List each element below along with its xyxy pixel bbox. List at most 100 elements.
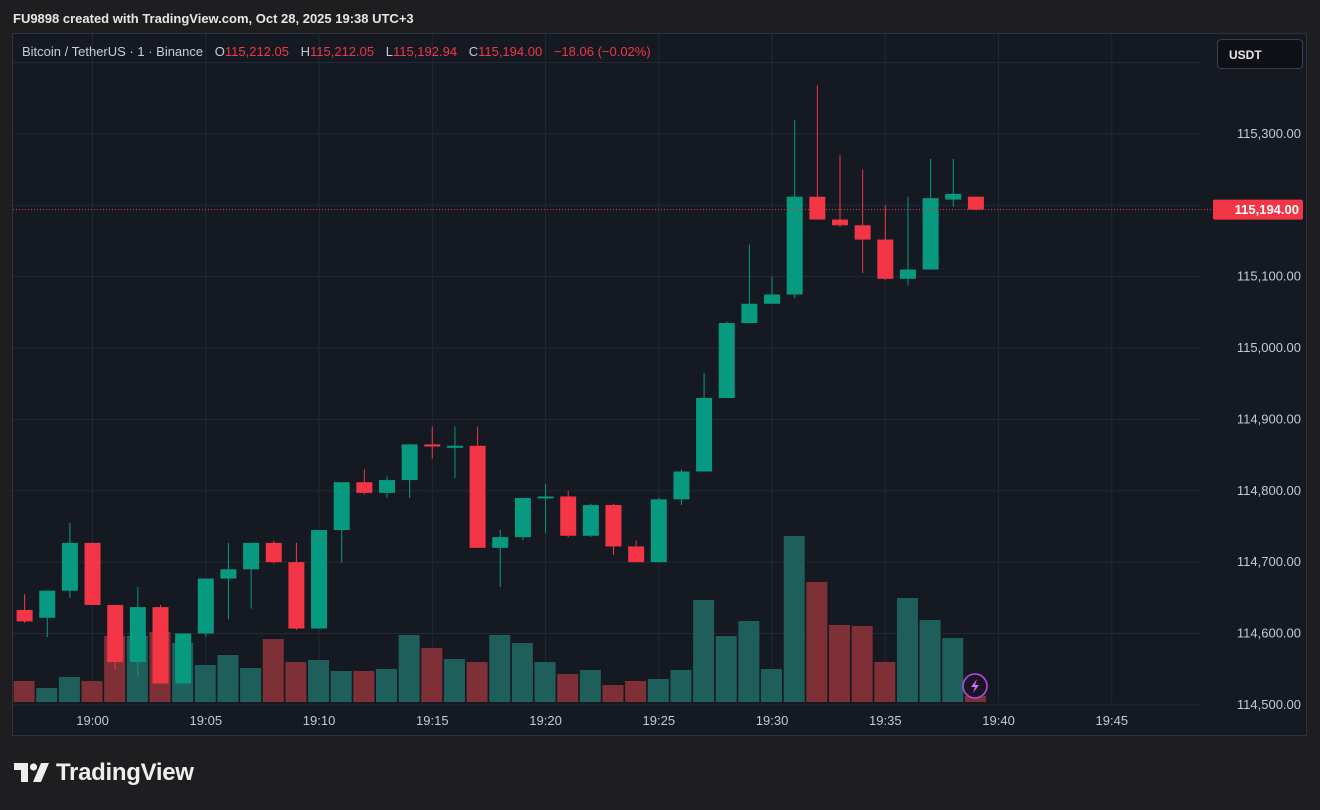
time-tick-label: 19:00 bbox=[76, 713, 109, 728]
volume-bar bbox=[36, 688, 58, 702]
current-price-badge bbox=[1213, 199, 1303, 220]
time-tick-label: 19:30 bbox=[756, 713, 789, 728]
candle-body bbox=[741, 303, 758, 324]
candle-body bbox=[311, 530, 328, 629]
volume-bar bbox=[964, 696, 986, 702]
volume-bar bbox=[693, 600, 715, 702]
volume-bar bbox=[534, 662, 556, 702]
volume-bar bbox=[81, 681, 103, 702]
candle-body bbox=[628, 546, 645, 563]
volume-bar bbox=[670, 670, 692, 702]
candle-body bbox=[16, 609, 33, 622]
price-tick-label: 115,100.00 bbox=[1237, 269, 1301, 284]
volume-bar bbox=[874, 662, 896, 702]
candle-body bbox=[718, 323, 735, 398]
volume-bar bbox=[421, 648, 443, 702]
candle-body bbox=[424, 444, 441, 447]
candle-body bbox=[356, 482, 373, 493]
candle-body bbox=[39, 590, 56, 618]
candle-body bbox=[197, 578, 214, 634]
candle-body bbox=[945, 193, 962, 200]
volume-bar bbox=[738, 621, 760, 702]
chart-area[interactable]: 115,400.00115,300.00115,200.00115,100.00… bbox=[12, 33, 1307, 736]
candle-body bbox=[560, 496, 577, 536]
candle-body bbox=[537, 496, 554, 499]
brand-name: TradingView bbox=[56, 759, 194, 786]
candle-body bbox=[175, 633, 192, 684]
close-value: 115,194.00 bbox=[478, 44, 543, 59]
time-tick-label: 19:20 bbox=[529, 713, 562, 728]
symbol-title[interactable]: Bitcoin / TetherUS · 1 · Binance bbox=[22, 44, 204, 59]
time-tick-label: 19:15 bbox=[416, 713, 449, 728]
candle-body bbox=[786, 196, 803, 295]
volume-bar bbox=[240, 668, 262, 702]
volume-bar bbox=[489, 635, 511, 702]
price-tick-label: 114,500.00 bbox=[1237, 697, 1301, 712]
candlestick-chart[interactable]: 115,400.00115,300.00115,200.00115,100.00… bbox=[13, 34, 1308, 737]
candle-body bbox=[605, 505, 622, 547]
candle-body bbox=[809, 196, 826, 220]
candle-body bbox=[673, 471, 690, 500]
volume-bar bbox=[942, 638, 964, 702]
candle-body bbox=[243, 542, 260, 570]
candle-body bbox=[107, 604, 124, 663]
price-tick-label: 115,000.00 bbox=[1237, 340, 1301, 355]
volume-bar bbox=[376, 669, 397, 702]
change-value: −18.06 (−0.02%) bbox=[553, 44, 651, 59]
candle-body bbox=[764, 294, 781, 304]
candle-body bbox=[401, 444, 418, 481]
candle-body bbox=[492, 537, 509, 548]
low-label: L bbox=[385, 44, 393, 59]
volume-bar bbox=[398, 635, 420, 702]
volume-bar bbox=[13, 681, 35, 702]
volume-bar bbox=[557, 674, 579, 702]
candle-body bbox=[84, 542, 101, 605]
currency-button[interactable]: USDT bbox=[1217, 39, 1303, 69]
candle-body bbox=[152, 607, 169, 684]
volume-bar bbox=[308, 660, 330, 702]
candle-body bbox=[265, 542, 282, 563]
lightning-icon[interactable] bbox=[962, 673, 988, 699]
candle-body bbox=[379, 480, 395, 493]
volume-bar bbox=[625, 681, 647, 702]
time-tick-label: 19:35 bbox=[869, 713, 902, 728]
volume-bar bbox=[217, 655, 239, 702]
close-label: C bbox=[468, 44, 479, 59]
volume-bar bbox=[443, 659, 465, 702]
volume-bar bbox=[806, 582, 828, 702]
candle-body bbox=[446, 445, 463, 448]
candle-body bbox=[877, 239, 894, 279]
price-tick-label: 114,900.00 bbox=[1237, 411, 1301, 426]
volume-bar bbox=[194, 665, 216, 702]
volume-bar bbox=[647, 679, 669, 702]
candle-body bbox=[650, 499, 667, 563]
volume-bar bbox=[829, 625, 850, 702]
candle-body bbox=[899, 269, 916, 279]
price-tick-label: 114,700.00 bbox=[1237, 554, 1301, 569]
time-tick-label: 19:25 bbox=[643, 713, 676, 728]
candle-body bbox=[129, 607, 146, 663]
candle-body bbox=[469, 445, 486, 548]
tradingview-brand[interactable]: TradingView bbox=[14, 758, 194, 788]
candle-body bbox=[220, 569, 237, 579]
candle-body bbox=[922, 198, 939, 270]
candle-body bbox=[696, 397, 713, 472]
candle-body bbox=[288, 562, 305, 629]
volume-bar bbox=[919, 620, 941, 702]
volume-bar bbox=[262, 639, 284, 702]
candle-body bbox=[61, 542, 78, 591]
volume-bar bbox=[715, 636, 737, 702]
volume-bar bbox=[851, 626, 873, 702]
volume-bar bbox=[58, 677, 80, 702]
low-value: 115,192.94 bbox=[392, 44, 458, 59]
current-price-label: 115,194.00 bbox=[1235, 202, 1299, 217]
candle-body bbox=[582, 505, 599, 536]
tradingview-logo-icon bbox=[14, 763, 49, 782]
high-label: H bbox=[300, 44, 310, 59]
volume-bar bbox=[896, 598, 918, 702]
price-tick-label: 114,800.00 bbox=[1237, 483, 1301, 498]
volume-bar bbox=[511, 643, 533, 702]
volume-bar bbox=[602, 685, 624, 702]
volume-bar bbox=[330, 671, 352, 702]
time-tick-label: 19:05 bbox=[190, 713, 223, 728]
